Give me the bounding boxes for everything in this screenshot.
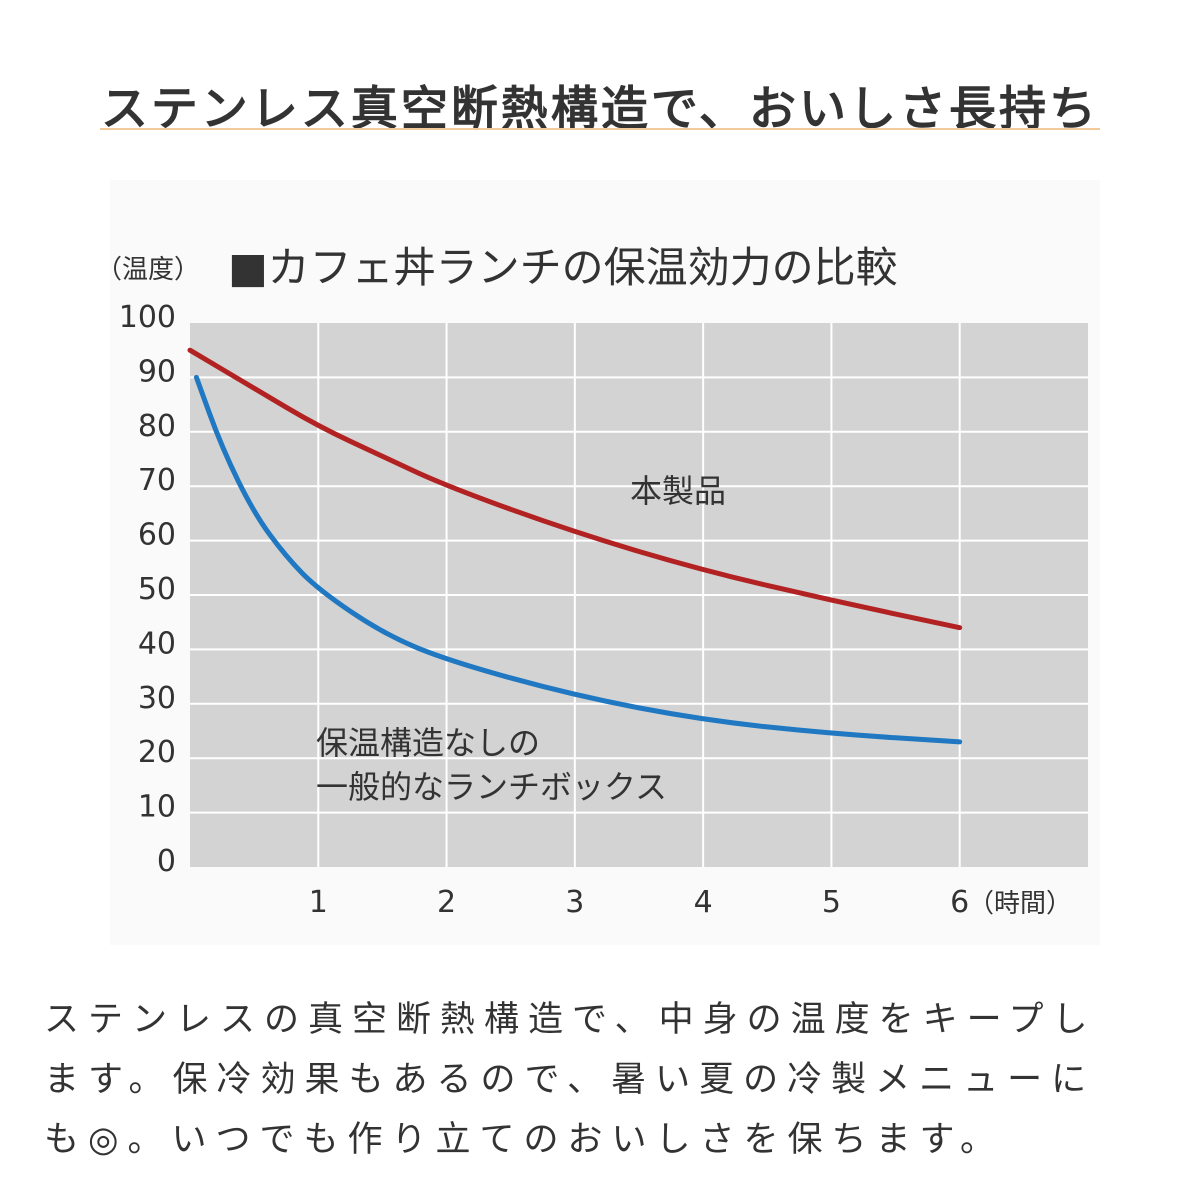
series-line-1 [193,374,963,745]
y-tick-label: 100 [119,300,176,335]
y-tick-label: 50 [138,572,176,607]
x-tick-label: 6 [950,885,969,920]
series-label: 一般的なランチボックス [316,768,667,806]
description-line: ステンレスの真空断熱構造で、中身の温度をキープし [44,1000,1097,1040]
y-tick-label: 60 [138,518,176,553]
y-tick-label: 40 [138,626,176,661]
y-tick-label: 90 [138,354,176,389]
x-tick-label: 1 [309,885,328,920]
series-label: 保温構造なしの [316,724,540,762]
chart-title: ■カフェ丼ランチの保温効力の比較 [228,243,898,292]
y-tick-label: 30 [138,681,176,716]
series-line-0 [187,347,963,631]
description-line: も◎。いつでも作り立てのおいしさを保ちます。 [44,1120,1005,1160]
y-tick-label: 0 [157,844,176,879]
y-tick-label: 70 [138,463,176,498]
y-axis-label: （温度） [96,255,200,285]
temperature-chart: （温度） ■カフェ丼ランチの保温効力の比較 0 10 20 30 40 50 60 70 80 9… [96,243,1088,920]
x-tick-label: 4 [694,885,713,920]
x-tick-label: 2 [437,885,456,920]
title-underline [100,128,1100,130]
series-label: 本製品 [630,472,726,510]
x-axis-label: （時間） [968,889,1072,919]
x-tick-label: 5 [822,885,841,920]
y-tick-label: 20 [138,735,176,770]
y-tick-label: 80 [138,409,176,444]
description-line: ます。保冷効果もあるので、暑い夏の冷製メニューに [44,1060,1096,1100]
description: ステンレスの真空断熱構造で、中身の温度をキープし ます。保冷効果もあるので、暑い… [44,990,1164,1170]
x-tick-label: 3 [565,885,584,920]
page-title: ステンレス真空断熱構造で、おいしさ長持ち [100,82,1100,137]
y-tick-label: 10 [138,790,176,825]
